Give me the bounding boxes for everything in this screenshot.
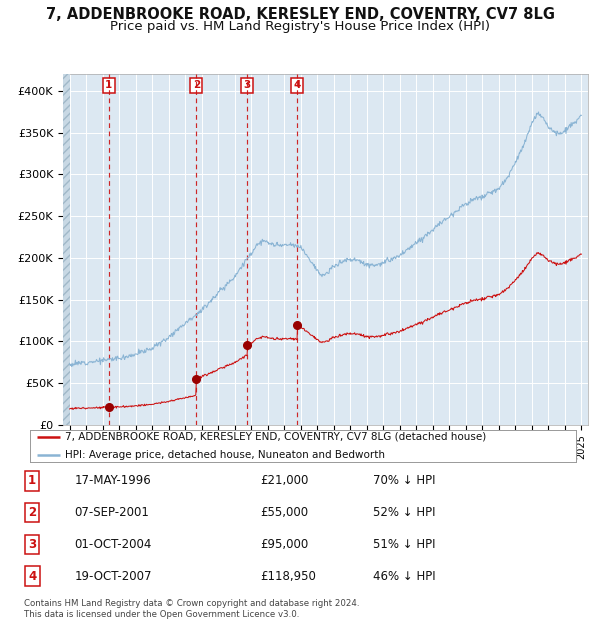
Text: 19-OCT-2007: 19-OCT-2007 bbox=[74, 570, 152, 583]
Text: 07-SEP-2001: 07-SEP-2001 bbox=[74, 506, 149, 519]
Bar bbox=[63, 74, 70, 425]
Text: 2: 2 bbox=[28, 506, 36, 519]
Text: 3: 3 bbox=[244, 80, 251, 91]
Text: £95,000: £95,000 bbox=[260, 538, 309, 551]
Text: 01-OCT-2004: 01-OCT-2004 bbox=[74, 538, 152, 551]
Text: 7, ADDENBROOKE ROAD, KERESLEY END, COVENTRY, CV7 8LG: 7, ADDENBROOKE ROAD, KERESLEY END, COVEN… bbox=[46, 7, 554, 22]
Text: 52% ↓ HPI: 52% ↓ HPI bbox=[373, 506, 436, 519]
Text: 51% ↓ HPI: 51% ↓ HPI bbox=[373, 538, 436, 551]
Text: 3: 3 bbox=[28, 538, 36, 551]
Text: 2: 2 bbox=[193, 80, 200, 91]
Text: 4: 4 bbox=[294, 80, 301, 91]
Text: 17-MAY-1996: 17-MAY-1996 bbox=[74, 474, 151, 487]
Text: Price paid vs. HM Land Registry's House Price Index (HPI): Price paid vs. HM Land Registry's House … bbox=[110, 20, 490, 33]
Text: 4: 4 bbox=[28, 570, 36, 583]
Text: 46% ↓ HPI: 46% ↓ HPI bbox=[373, 570, 436, 583]
Text: £118,950: £118,950 bbox=[260, 570, 316, 583]
Text: 1: 1 bbox=[28, 474, 36, 487]
Text: 70% ↓ HPI: 70% ↓ HPI bbox=[373, 474, 436, 487]
Text: 7, ADDENBROOKE ROAD, KERESLEY END, COVENTRY, CV7 8LG (detached house): 7, ADDENBROOKE ROAD, KERESLEY END, COVEN… bbox=[65, 432, 487, 442]
Text: £55,000: £55,000 bbox=[260, 506, 308, 519]
Text: HPI: Average price, detached house, Nuneaton and Bedworth: HPI: Average price, detached house, Nune… bbox=[65, 450, 385, 460]
Text: Contains HM Land Registry data © Crown copyright and database right 2024.
This d: Contains HM Land Registry data © Crown c… bbox=[24, 600, 359, 619]
Text: 1: 1 bbox=[105, 80, 112, 91]
Text: £21,000: £21,000 bbox=[260, 474, 309, 487]
